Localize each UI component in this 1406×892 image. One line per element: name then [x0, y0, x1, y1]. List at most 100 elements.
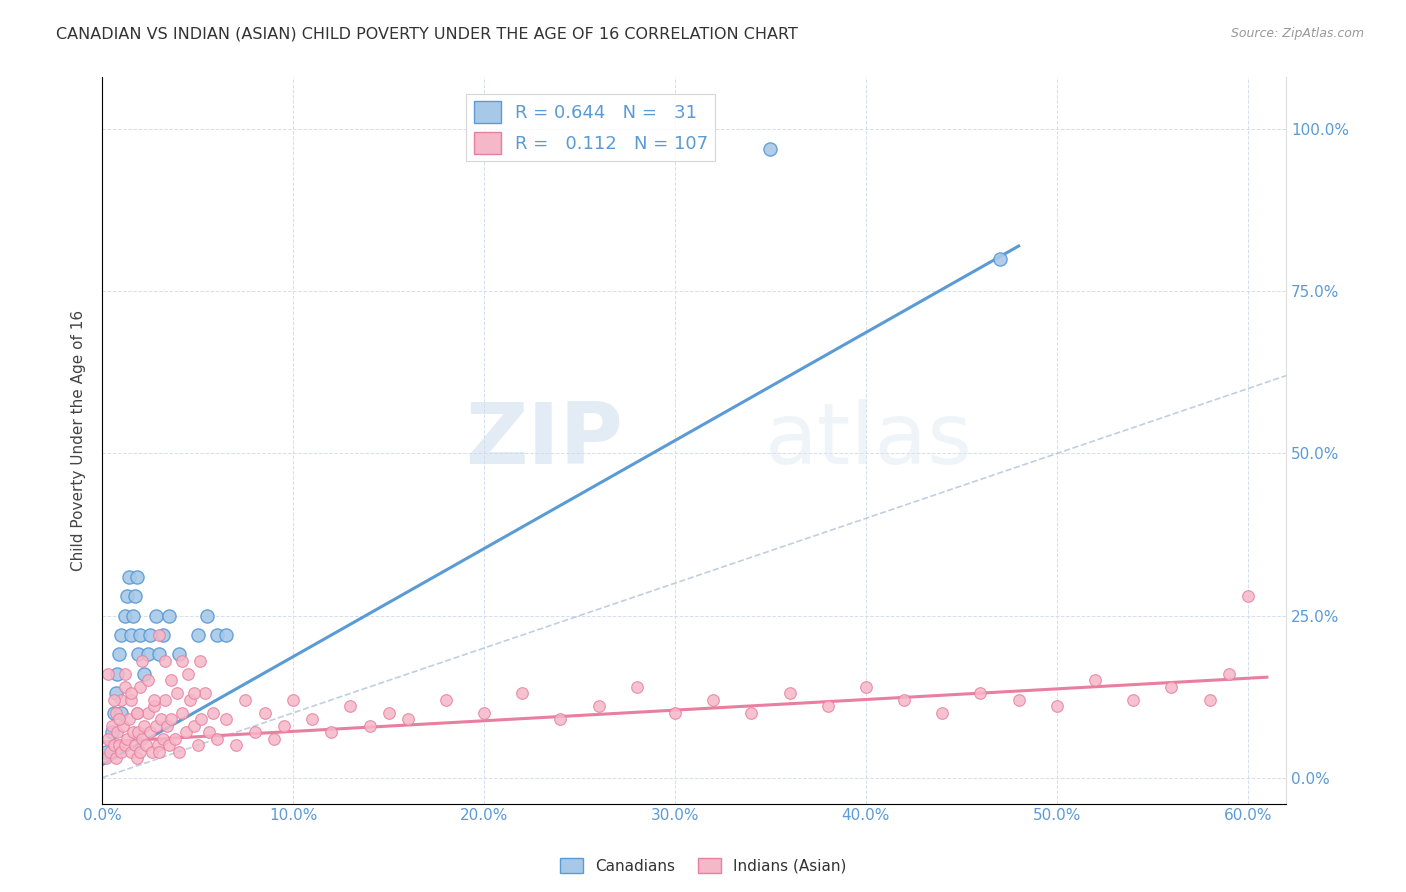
Text: atlas: atlas — [765, 399, 973, 482]
Point — [155, 654, 177, 668]
Point — [155, 693, 177, 707]
Point — [550, 712, 572, 726]
Point — [125, 570, 148, 584]
Legend: Canadians, Indians (Asian): Canadians, Indians (Asian) — [554, 852, 852, 880]
Point — [145, 719, 167, 733]
Point — [136, 673, 159, 688]
Point — [141, 745, 163, 759]
Point — [510, 686, 533, 700]
Point — [177, 667, 200, 681]
Point — [118, 570, 141, 584]
Point — [98, 745, 121, 759]
Point — [107, 667, 129, 681]
Point — [187, 738, 209, 752]
Point — [100, 725, 122, 739]
Point — [124, 589, 146, 603]
Point — [142, 699, 165, 714]
Point — [172, 706, 194, 720]
Point — [134, 719, 156, 733]
Point — [112, 719, 135, 733]
Point — [626, 680, 648, 694]
Point — [115, 589, 138, 603]
Point — [108, 648, 131, 662]
Point — [120, 745, 142, 759]
Point — [104, 706, 127, 720]
Point — [121, 608, 143, 623]
Point — [152, 628, 174, 642]
Point — [195, 608, 218, 623]
Point — [1008, 693, 1031, 707]
Point — [148, 745, 170, 759]
Point — [969, 686, 991, 700]
Text: ZIP: ZIP — [465, 399, 623, 482]
Point — [472, 706, 495, 720]
Point — [97, 731, 120, 746]
Point — [152, 731, 174, 746]
Point — [127, 725, 149, 739]
Point — [235, 693, 257, 707]
Point — [114, 738, 136, 752]
Point — [183, 686, 205, 700]
Point — [129, 680, 152, 694]
Point — [434, 693, 457, 707]
Point — [110, 706, 132, 720]
Point — [167, 745, 190, 759]
Point — [779, 686, 801, 700]
Point — [145, 608, 167, 623]
Point — [183, 719, 205, 733]
Point — [108, 712, 131, 726]
Point — [931, 706, 953, 720]
Point — [215, 628, 238, 642]
Point — [243, 725, 266, 739]
Point — [359, 719, 381, 733]
Point — [377, 706, 399, 720]
Point — [157, 738, 180, 752]
Point — [166, 686, 188, 700]
Point — [172, 654, 194, 668]
Point — [156, 719, 179, 733]
Point — [148, 628, 170, 642]
Point — [301, 712, 323, 726]
Point — [134, 667, 156, 681]
Point — [893, 693, 915, 707]
Point — [339, 699, 361, 714]
Point — [139, 725, 162, 739]
Point — [131, 731, 153, 746]
Point — [110, 693, 132, 707]
Point — [110, 745, 132, 759]
Point — [104, 751, 127, 765]
Point — [136, 648, 159, 662]
Point — [104, 686, 127, 700]
Point — [1218, 667, 1240, 681]
Point — [588, 699, 610, 714]
Point — [139, 628, 162, 642]
Point — [273, 719, 295, 733]
Point — [103, 738, 125, 752]
Point — [1236, 589, 1258, 603]
Point — [110, 628, 132, 642]
Point — [103, 706, 125, 720]
Point — [136, 706, 159, 720]
Point — [129, 628, 152, 642]
Legend: R = 0.644   N =   31, R =   0.112   N = 107: R = 0.644 N = 31, R = 0.112 N = 107 — [467, 94, 716, 161]
Point — [142, 693, 165, 707]
Point — [1122, 693, 1144, 707]
Point — [759, 142, 782, 156]
Point — [114, 608, 136, 623]
Point — [97, 667, 120, 681]
Point — [127, 648, 149, 662]
Point — [115, 731, 138, 746]
Point — [855, 680, 877, 694]
Point — [198, 725, 221, 739]
Point — [205, 731, 228, 746]
Point — [120, 628, 142, 642]
Point — [201, 706, 224, 720]
Point — [114, 680, 136, 694]
Point — [118, 712, 141, 726]
Point — [146, 738, 169, 752]
Point — [135, 738, 157, 752]
Point — [253, 706, 276, 720]
Point — [321, 725, 343, 739]
Point — [121, 725, 143, 739]
Point — [125, 751, 148, 765]
